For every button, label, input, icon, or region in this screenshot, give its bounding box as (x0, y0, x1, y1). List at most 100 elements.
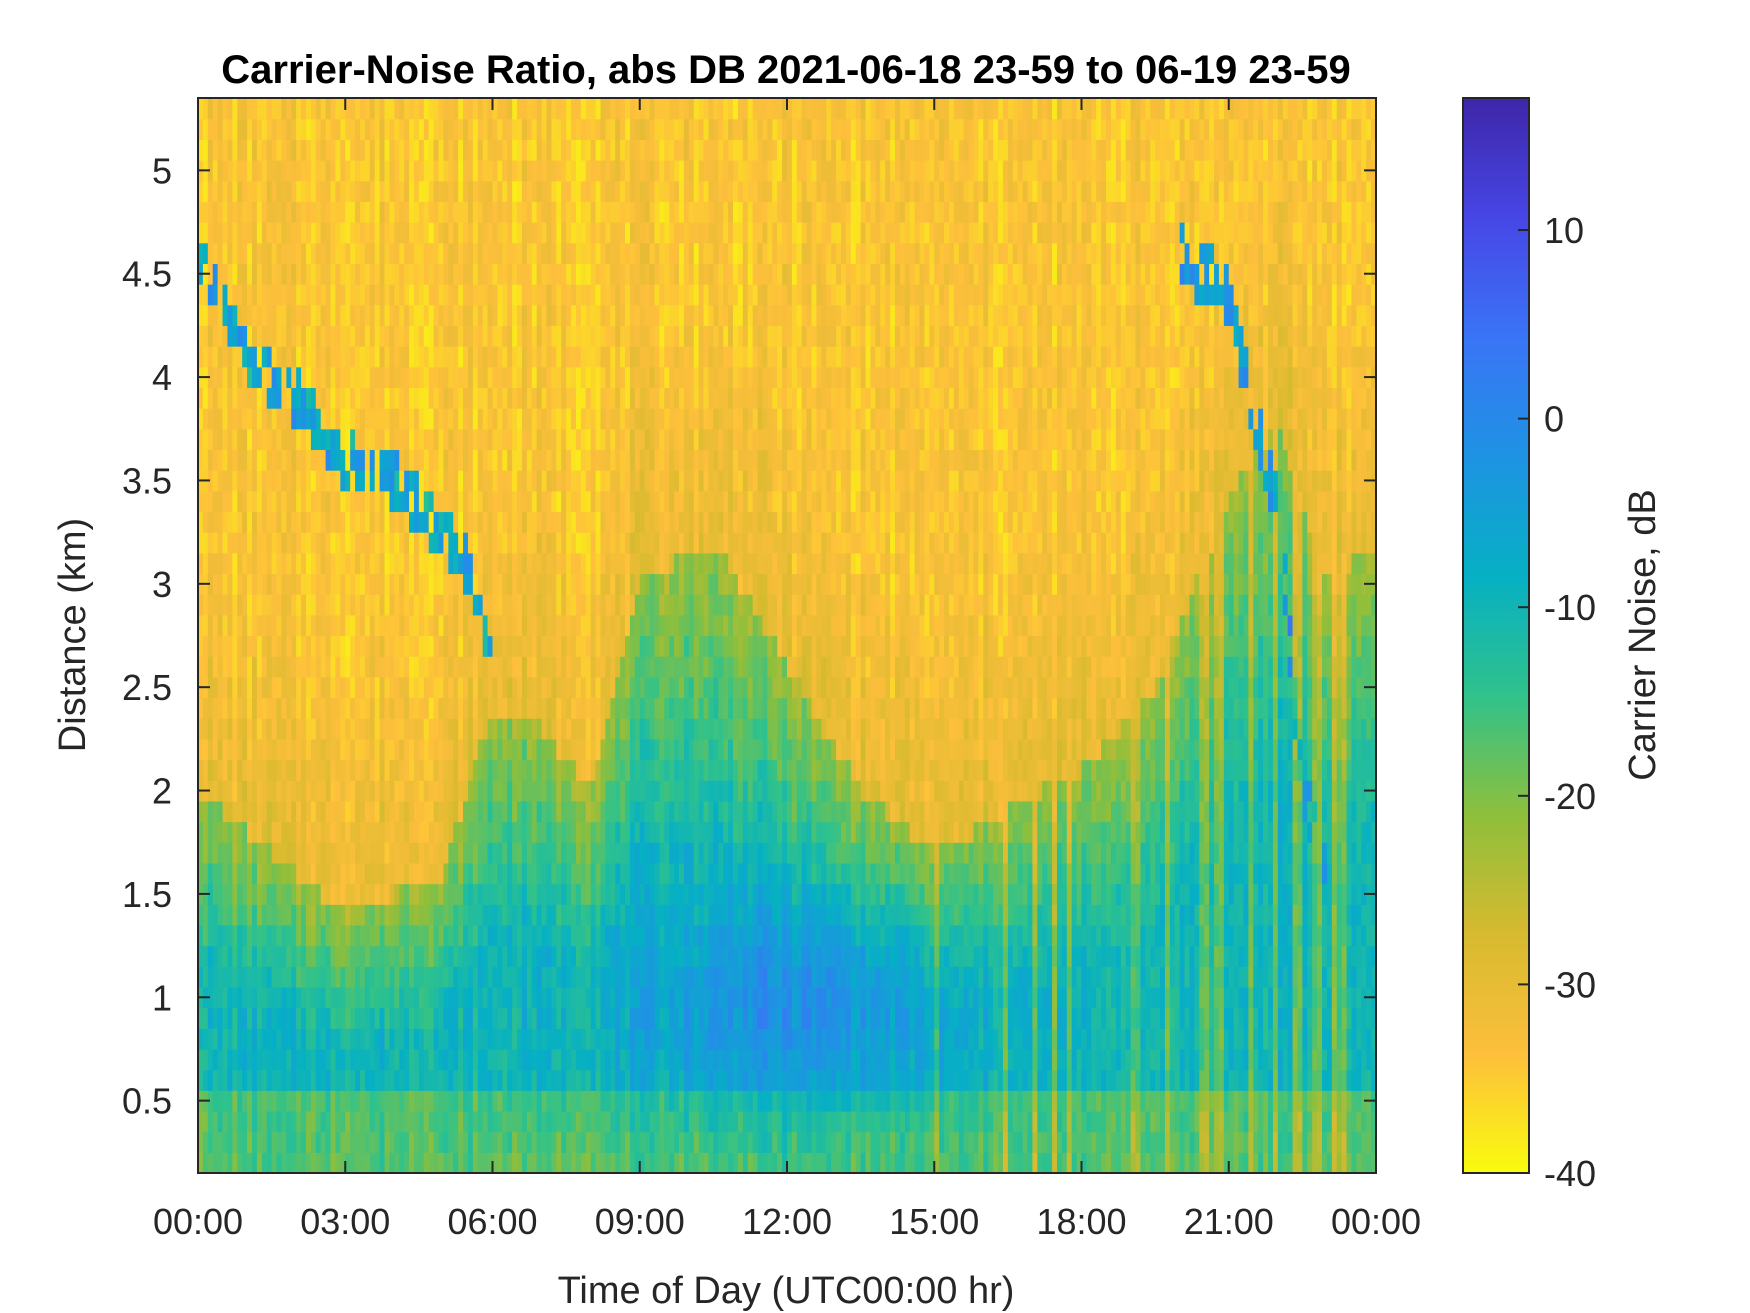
heatmap-cell (389, 1131, 395, 1153)
heatmap-cell (438, 1069, 445, 1091)
heatmap-cell (330, 904, 337, 926)
heatmap-cell (575, 160, 582, 182)
heatmap-cell (359, 738, 366, 761)
heatmap-cell (477, 614, 484, 637)
heatmap-cell (551, 366, 557, 389)
heatmap-cell (453, 904, 459, 926)
heatmap-cell (654, 1090, 660, 1112)
heatmap-cell (301, 532, 307, 554)
heatmap-cell (222, 676, 229, 699)
heatmap-cell (320, 387, 327, 409)
heatmap-cell (433, 614, 440, 637)
heatmap-cell (217, 304, 224, 326)
heatmap-cell (379, 346, 386, 368)
heatmap-cell (610, 201, 616, 223)
heatmap-cell (423, 759, 430, 781)
heatmap-cell (600, 346, 606, 368)
heatmap-cell (526, 656, 533, 678)
heatmap-cell (423, 263, 430, 285)
heatmap-cell (198, 222, 204, 244)
heatmap-cell (629, 387, 636, 409)
heatmap-cell (423, 242, 430, 264)
heatmap-cell (409, 924, 415, 947)
heatmap-cell (492, 945, 499, 967)
heatmap-cell (198, 511, 204, 533)
heatmap-cell (605, 325, 611, 347)
heatmap-cell (330, 284, 337, 306)
heatmap-cell (418, 552, 425, 575)
heatmap-cell (330, 201, 337, 223)
heatmap-cell (345, 904, 351, 926)
heatmap-cell (394, 1152, 400, 1173)
heatmap-cell (384, 1110, 391, 1133)
heatmap-cell (477, 139, 484, 161)
heatmap-cell (571, 552, 577, 575)
heatmap-cell (212, 718, 219, 740)
heatmap-cell (222, 511, 229, 533)
heatmap-cell (315, 284, 322, 306)
heatmap-cell (286, 800, 292, 823)
heatmap-cell (566, 284, 572, 306)
heatmap-cell (595, 738, 602, 761)
heatmap-cell (359, 263, 366, 285)
heatmap-cell (575, 98, 582, 120)
heatmap-cell (301, 800, 307, 823)
heatmap-cell (379, 883, 386, 905)
heatmap-cell (664, 470, 670, 492)
heatmap-cell (438, 1090, 445, 1112)
heatmap-cell (404, 346, 410, 368)
heatmap-cell (261, 118, 268, 140)
heatmap-cell (369, 366, 376, 389)
heatmap-cell (305, 656, 312, 678)
heatmap-cell (428, 387, 435, 409)
heatmap-cell (639, 945, 646, 967)
heatmap-cell (404, 201, 410, 223)
heatmap-cell (649, 656, 656, 678)
heatmap-cell (649, 118, 656, 140)
heatmap-cell (409, 160, 415, 182)
heatmap-cell (261, 697, 268, 719)
heatmap-cell (620, 738, 626, 761)
heatmap-cell (251, 1110, 258, 1133)
heatmap-cell (575, 263, 582, 285)
heatmap-cell (335, 656, 341, 678)
heatmap-cell (261, 490, 268, 513)
heatmap-cell (497, 511, 503, 533)
heatmap-cell (227, 718, 233, 740)
heatmap-cell (551, 1090, 557, 1112)
heatmap-cell (355, 1028, 361, 1050)
heatmap-cell (237, 945, 243, 967)
heatmap-cell (448, 325, 454, 347)
heatmap-cell (413, 180, 420, 202)
heatmap-cell (335, 800, 341, 823)
heatmap-cell (512, 1069, 518, 1091)
heatmap-cell (399, 986, 405, 1009)
heatmap-cell (227, 635, 233, 657)
heatmap-cell (649, 532, 656, 554)
heatmap-cell (492, 1110, 499, 1133)
heatmap-cell (659, 1131, 665, 1153)
heatmap-cell (409, 759, 415, 781)
heatmap-cell (482, 387, 489, 409)
heatmap-cell (237, 1069, 243, 1091)
heatmap-cell (600, 759, 606, 781)
heatmap-cell (458, 180, 464, 202)
heatmap-cell (261, 222, 268, 244)
heatmap-cell (261, 1069, 268, 1091)
heatmap-cell (526, 284, 533, 306)
heatmap-cell (276, 676, 283, 699)
heatmap-cell (580, 160, 587, 182)
heatmap-cell (531, 366, 538, 389)
heatmap-cell (561, 284, 567, 306)
heatmap-cell (384, 98, 391, 120)
heatmap-cell (355, 759, 361, 781)
heatmap-cell (261, 532, 268, 554)
heatmap-cell (413, 284, 420, 306)
heatmap-cell (561, 635, 567, 657)
heatmap-cell (237, 387, 243, 409)
heatmap-cell (551, 408, 557, 430)
heatmap-cell (379, 532, 386, 554)
heatmap-cell (458, 511, 464, 533)
heatmap-cell (423, 284, 430, 306)
heatmap-cell (222, 945, 229, 967)
